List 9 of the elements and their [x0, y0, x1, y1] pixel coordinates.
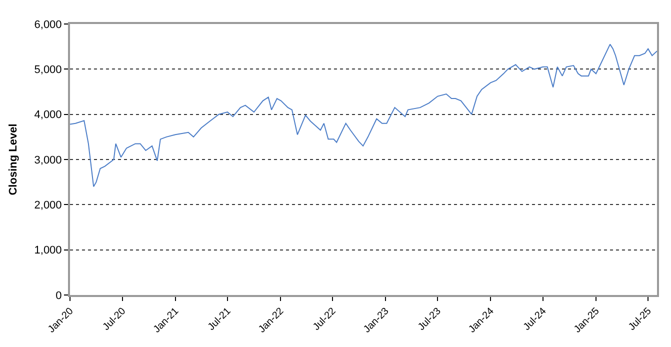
y-axis-title: Closing Level	[7, 124, 20, 196]
y-tick-label: 0	[56, 290, 62, 302]
y-tick-label: 5,000	[34, 64, 62, 76]
y-tick-label: 3,000	[34, 154, 62, 166]
y-tick-label: 4,000	[34, 109, 62, 122]
y-tick-label: 6,000	[34, 18, 62, 31]
line-series	[70, 44, 657, 188]
y-tick-label: 2,000	[34, 200, 62, 212]
y-tick-label: 1,000	[34, 244, 62, 257]
